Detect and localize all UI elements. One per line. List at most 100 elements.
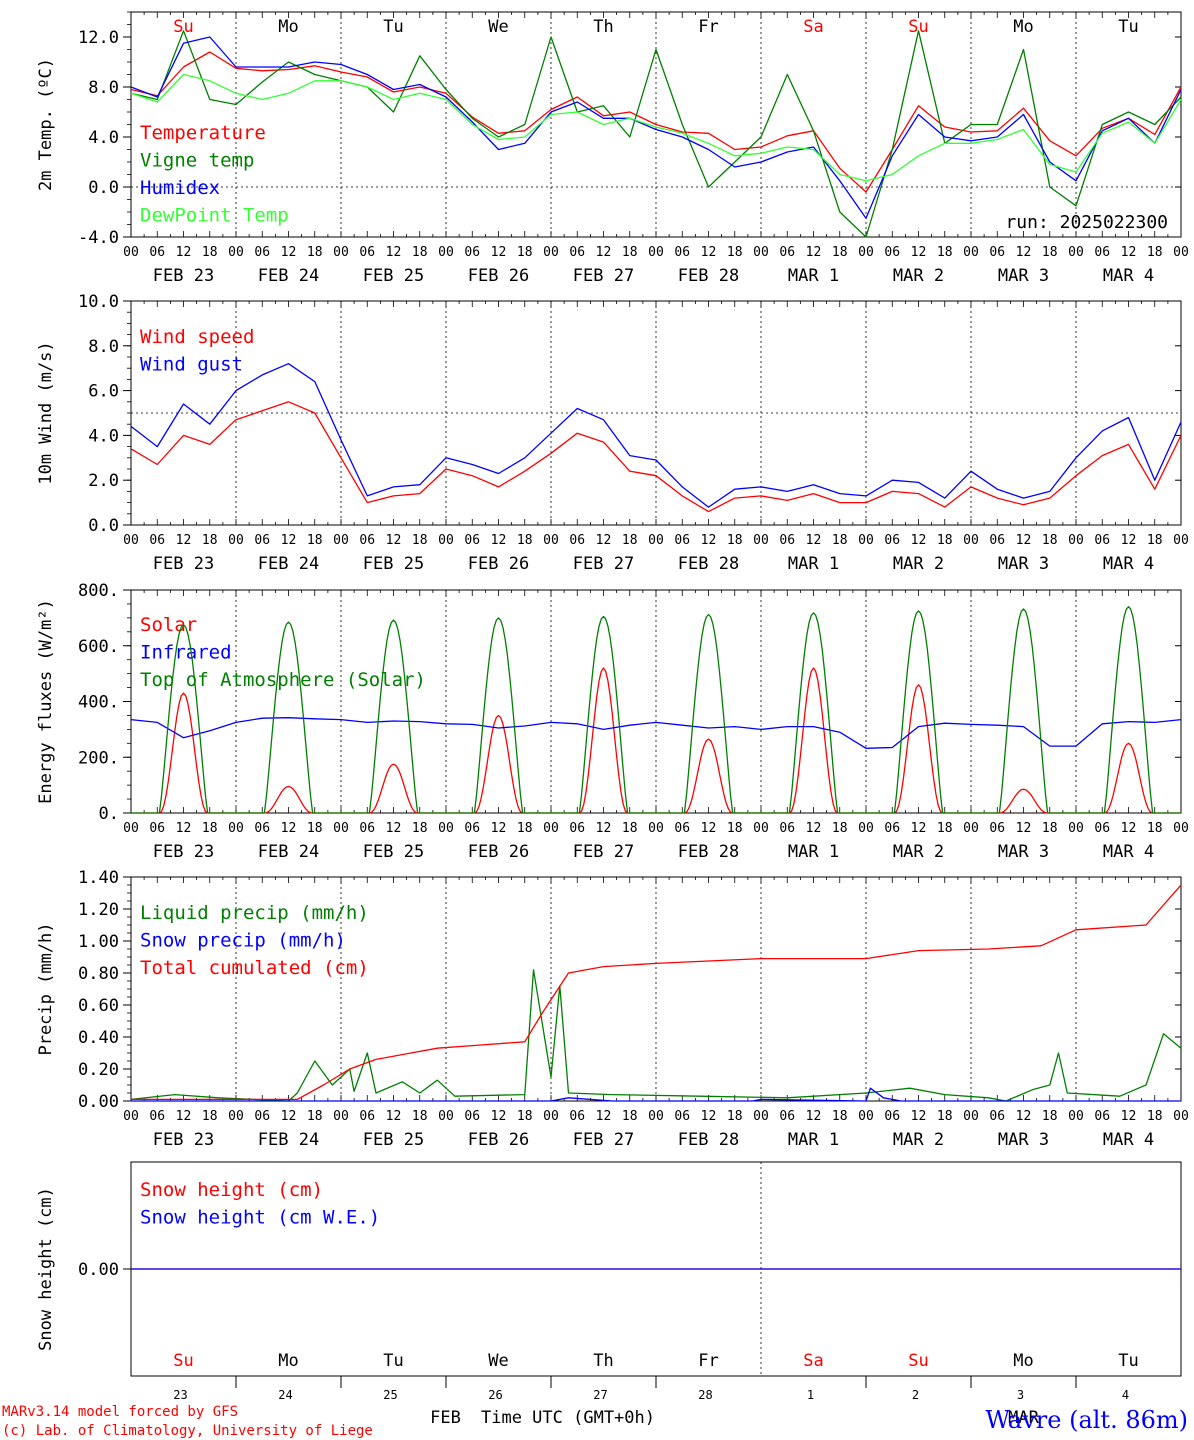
panel-3-hour-label: 06 [569, 821, 585, 836]
panel-1-hour-label: 06 [779, 245, 795, 260]
panel-1-weekday-label: Fr [698, 17, 718, 37]
panel-2-y-tick-label: 0.0 [88, 516, 119, 536]
panel-1-hour-label: 18 [412, 245, 428, 260]
panel-4-hour-label: 06 [1094, 1109, 1110, 1124]
panel-2-hour-label: 12 [281, 533, 297, 548]
panel-2-hour-label: 18 [412, 533, 428, 548]
panel-2-y-tick-label: 10.0 [78, 292, 119, 312]
panel-2-hour-label: 12 [176, 533, 192, 548]
panel-1-y-axis-label: 2m Temp. (ºC) [36, 58, 56, 191]
panel-4-legend-entry: Snow precip (mm/h) [140, 930, 346, 952]
panel-1-series-vigne-temp [130, 30, 1182, 238]
panel-3-hour-label: 12 [491, 821, 507, 836]
panel-4-hour-label: 18 [1042, 1109, 1058, 1124]
panel-3-hour-label: 06 [674, 821, 690, 836]
panel-5-legend-entry: Snow height (cm W.E.) [140, 1207, 380, 1229]
panel-3-hour-label: 18 [412, 821, 428, 836]
panel-1-hour-label: 18 [1042, 245, 1058, 260]
panel-2-hour-label: 18 [307, 533, 323, 548]
panel-4-date-label: FEB 26 [468, 1130, 529, 1150]
panel-4-hour-label: 00 [753, 1109, 769, 1124]
panel-1-hour-label: 12 [596, 245, 612, 260]
panel-4-hour-label: 00 [858, 1109, 874, 1124]
panel-2-date-label: MAR 1 [788, 554, 839, 574]
panel-2-hour-label: 00 [123, 533, 139, 548]
panel-1-hour-label: 00 [963, 245, 979, 260]
panel-2-hour-label: 06 [779, 533, 795, 548]
panel-2-hour-label: 00 [753, 533, 769, 548]
panel-3-hour-label: 00 [543, 821, 559, 836]
panel-3-hour-label: 12 [281, 821, 297, 836]
panel-4-hour-label: 18 [832, 1109, 848, 1124]
panel-1-date-label: FEB 27 [573, 266, 634, 286]
credit-line-2: (c) Lab. of Climatology, University of L… [2, 1423, 373, 1439]
panel-1-date-label: MAR 3 [998, 266, 1049, 286]
panel-4-hour-label: 18 [517, 1109, 533, 1124]
panel-4-series-liquid-precip-mm-h [130, 969, 1182, 1102]
panel-1-weekday-label: Mo [1013, 17, 1033, 37]
panel-3-series-top-of-atmosphere-solar [131, 606, 1181, 814]
panel-2-hour-label: 00 [1173, 533, 1189, 548]
panel-4-y-tick-label: 1.40 [78, 868, 119, 888]
panel-2-y-tick-label: 8.0 [88, 337, 119, 357]
panel-4-hour-label: 12 [1016, 1109, 1032, 1124]
panel-4-hour-label: 12 [701, 1109, 717, 1124]
panel-3-y-tick-label: 600. [78, 637, 119, 657]
panel-3-date-label: MAR 2 [893, 842, 944, 862]
panel-5-weekday-label: Mo [278, 1351, 298, 1371]
panel-4-hour-label: 06 [779, 1109, 795, 1124]
panel-5-weekday-label: Su [908, 1351, 928, 1371]
panel-1-hour-label: 18 [517, 245, 533, 260]
panel-2-hour-label: 18 [1147, 533, 1163, 548]
panel-1-legend-entry: DewPoint Temp [140, 205, 289, 227]
panel-1-hour-label: 12 [176, 245, 192, 260]
panel-3-hour-label: 18 [937, 821, 953, 836]
panel-5-weekday-label: Tu [383, 1351, 403, 1371]
panel-3-legend-entry: Solar [140, 614, 197, 636]
panel-1-hour-label: 12 [911, 245, 927, 260]
panel-3-hour-label: 06 [989, 821, 1005, 836]
panel-2-hour-label: 12 [596, 533, 612, 548]
panel-2-hour-label: 00 [543, 533, 559, 548]
panel-4-date-label: MAR 1 [788, 1130, 839, 1150]
panel-5-month-label: MAR [1008, 1408, 1039, 1428]
panel-5-day-number: 4 [1122, 1388, 1129, 1402]
panel-3-hour-label: 12 [1016, 821, 1032, 836]
panel-3-hour-label: 00 [123, 821, 139, 836]
panel-5-day-number: 24 [278, 1388, 292, 1402]
panel-2-date-label: FEB 28 [678, 554, 739, 574]
panel-1-hour-label: 12 [806, 245, 822, 260]
panel-4-hour-label: 18 [937, 1109, 953, 1124]
panel-4-hour-label: 18 [622, 1109, 638, 1124]
panel-4-hour-label: 06 [674, 1109, 690, 1124]
panel-1-y-tick-label: 4.0 [88, 128, 119, 148]
panel-1-hour-label: 06 [569, 245, 585, 260]
panel-2-legend-entry: Wind speed [140, 326, 254, 348]
panel-4-date-label: FEB 28 [678, 1130, 739, 1150]
panel-2-hour-label: 06 [989, 533, 1005, 548]
panel-4-series-total-cumulated-cm [131, 884, 1182, 1101]
panel-2-date-label: MAR 3 [998, 554, 1049, 574]
panel-1-hour-label: 06 [884, 245, 900, 260]
panel-1-weekday-label: Su [173, 17, 193, 37]
panel-2-hour-label: 00 [648, 533, 664, 548]
panel-1-weekday-label: Th [593, 17, 613, 37]
panel-2-legend-entry: Wind gust [140, 354, 243, 376]
panel-1-date-label: FEB 23 [153, 266, 214, 286]
panel-1-hour-label: 00 [333, 245, 349, 260]
panel-2-y-tick-label: 4.0 [88, 426, 119, 446]
panel-3-hour-label: 12 [176, 821, 192, 836]
panel-2-hour-label: 12 [1121, 533, 1137, 548]
panel-4-hour-label: 12 [386, 1109, 402, 1124]
panel-1-hour-label: 18 [727, 245, 743, 260]
panel-4-hour-label: 12 [806, 1109, 822, 1124]
panel-1-y-tick-label: -4.0 [78, 228, 119, 248]
panel-1-hour-label: 12 [281, 245, 297, 260]
panel-1-hour-label: 06 [989, 245, 1005, 260]
panel-5-day-number: 27 [593, 1388, 607, 1402]
panel-1-hour-label: 18 [622, 245, 638, 260]
station-location: Wavre (alt. 86m) [985, 1406, 1188, 1434]
panel-4-date-label: MAR 3 [998, 1130, 1049, 1150]
panel-1-weekday-label: Su [908, 17, 928, 37]
panel-3-hour-label: 00 [1068, 821, 1084, 836]
